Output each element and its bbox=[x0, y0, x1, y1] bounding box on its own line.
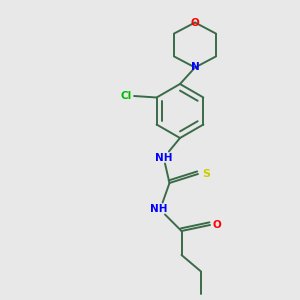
Text: NH: NH bbox=[150, 203, 168, 214]
Text: Cl: Cl bbox=[120, 91, 131, 101]
Text: N: N bbox=[190, 62, 200, 73]
Text: O: O bbox=[190, 17, 200, 28]
Text: O: O bbox=[212, 220, 221, 230]
Text: S: S bbox=[202, 169, 210, 179]
Text: NH: NH bbox=[155, 152, 172, 163]
